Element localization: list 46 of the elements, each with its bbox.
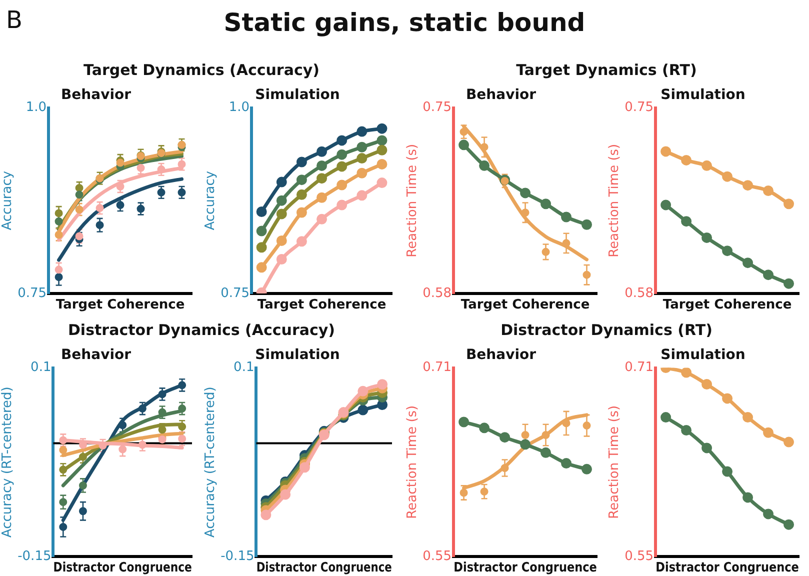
chart-subtitle: Behavior [466, 87, 536, 104]
chart-subtitle: Simulation [255, 347, 340, 364]
y-axis-title: Reaction Time (s) [405, 405, 420, 519]
x-axis-title: Target Coherence [460, 298, 590, 313]
y-tick-label: 0.58 [624, 286, 654, 301]
y-tick-label: 0.1 [30, 360, 52, 376]
x-axis-title: Target Coherence [56, 298, 185, 313]
y-axis-title: Accuracy (RT-centered) [203, 386, 218, 538]
x-axis-title: Target Coherence [257, 298, 386, 313]
y-tick-label: 0.75 [422, 100, 452, 116]
y-tick-label: 0.75 [220, 286, 250, 301]
y-tick-label: -0.15 [220, 548, 254, 564]
x-axis-title: Distractor Congruence [656, 560, 799, 575]
chart-subtitle: Simulation [660, 347, 746, 364]
y-tick-label: 0.1 [234, 360, 254, 376]
y-axis-title: Reaction Time (s) [607, 144, 622, 258]
text: Static gains, static bound [224, 8, 586, 37]
chart-title: Distractor Dynamics (Accuracy) [66, 321, 336, 339]
y-tick-label: 0.55 [422, 548, 452, 564]
text: B [6, 6, 22, 34]
y-tick-label: 0.75 [624, 100, 654, 116]
y-tick-label: 0.71 [422, 360, 452, 376]
chart-title: Target Dynamics (Accuracy) [82, 61, 320, 79]
y-tick-label: 0.58 [422, 286, 452, 301]
y-axis-title: Accuracy [203, 170, 218, 230]
y-axis-title: Accuracy [0, 170, 16, 230]
x-axis-title: Distractor Congruence [454, 560, 597, 575]
chart-subtitle: Simulation [255, 87, 340, 104]
y-axis-title: Reaction Time (s) [607, 405, 622, 519]
x-axis-title: Distractor Congruence [256, 560, 392, 575]
x-axis-title: Distractor Congruence [53, 560, 192, 575]
y-tick-label: 1.0 [26, 100, 47, 116]
chart-subtitle: Behavior [60, 87, 132, 104]
x-axis-title: Target Coherence [662, 298, 792, 313]
chart-subtitle: Simulation [660, 87, 746, 104]
chart-title: Distractor Dynamics (RT) [500, 321, 714, 339]
y-tick-label: 0.75 [18, 286, 47, 301]
y-tick-label: -0.15 [18, 548, 52, 564]
y-axis-title: Accuracy (RT-centered) [0, 386, 16, 538]
chart-title: Target Dynamics (RT) [515, 61, 698, 79]
y-tick-label: 0.71 [624, 360, 654, 376]
y-tick-label: 1.0 [228, 100, 250, 116]
chart-subtitle: Behavior [466, 347, 536, 364]
y-axis-title: Reaction Time (s) [405, 144, 420, 258]
y-tick-label: 0.55 [624, 548, 654, 564]
chart-subtitle: Behavior [60, 347, 132, 364]
